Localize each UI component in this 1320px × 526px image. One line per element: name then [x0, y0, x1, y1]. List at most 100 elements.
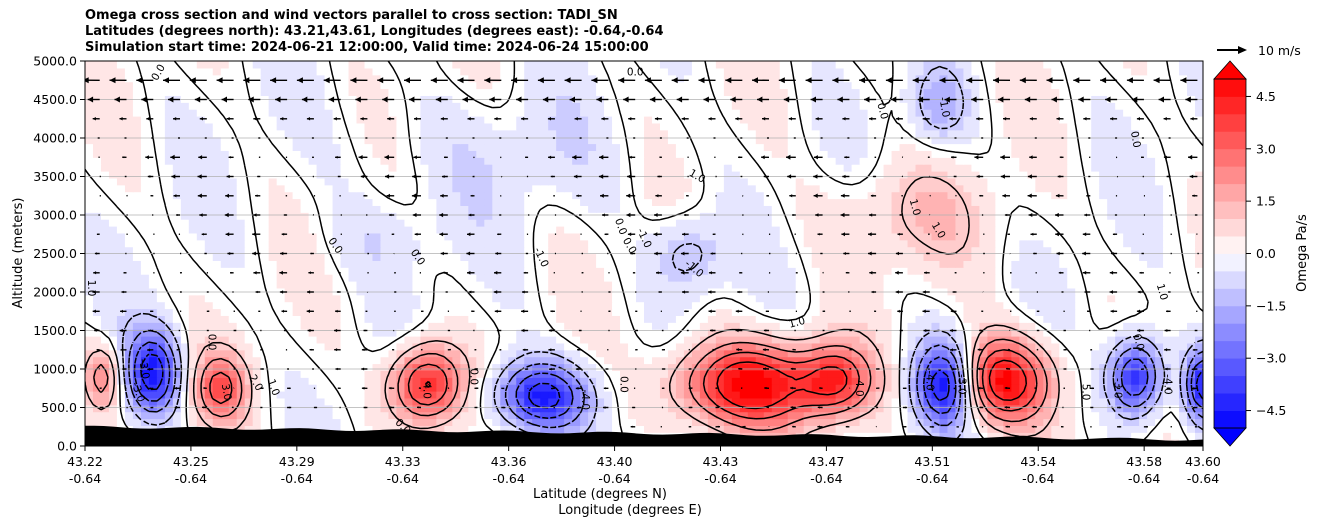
omega-cell	[452, 356, 461, 365]
omega-cell	[124, 239, 134, 248]
omega-cell	[723, 260, 733, 268]
omega-cell	[148, 356, 158, 365]
omega-cell	[644, 212, 653, 220]
omega-cell	[324, 281, 334, 289]
omega-cell	[883, 267, 893, 275]
omega-cell	[348, 363, 358, 371]
omega-cell	[1179, 301, 1188, 310]
omega-cell	[260, 377, 270, 385]
omega-cell	[204, 418, 214, 426]
omega-cell	[691, 411, 701, 420]
omega-cell	[1059, 308, 1068, 316]
omega-cell	[484, 253, 493, 261]
omega-cell	[803, 198, 813, 206]
omega-cell	[620, 301, 629, 310]
omega-cell	[428, 198, 437, 206]
omega-cell	[348, 260, 358, 268]
omega-cell	[92, 239, 102, 248]
omega-cell	[484, 342, 493, 351]
omega-cell	[1051, 294, 1060, 303]
omega-cell	[628, 397, 637, 406]
omega-cell	[763, 418, 773, 426]
omega-cell	[524, 397, 533, 406]
omega-cell	[380, 308, 390, 316]
omega-cell	[604, 404, 613, 413]
omega-cell	[172, 253, 182, 261]
omega-cell	[484, 391, 493, 399]
omega-cell	[196, 274, 206, 282]
omega-cell	[1139, 267, 1148, 275]
omega-cell	[644, 397, 653, 406]
omega-cell	[548, 336, 557, 344]
omega-cell	[763, 322, 773, 330]
omega-cell	[92, 404, 102, 413]
omega-cell	[388, 205, 398, 213]
omega-cell	[564, 384, 573, 392]
omega-cell	[172, 391, 182, 399]
omega-cell	[404, 397, 414, 406]
omega-cell	[1187, 363, 1196, 371]
omega-cell	[292, 260, 302, 268]
omega-cell	[1059, 322, 1068, 330]
omega-cell	[827, 226, 837, 234]
omega-cell	[276, 253, 286, 261]
omega-cell	[572, 267, 581, 275]
omega-cell	[851, 377, 861, 385]
omega-cell	[140, 239, 150, 248]
omega-cell	[955, 363, 965, 371]
omega-cell	[452, 404, 461, 413]
omega-cell	[675, 232, 685, 241]
omega-cell	[819, 418, 829, 426]
omega-cell	[364, 322, 374, 330]
omega-cell	[883, 336, 893, 344]
omega-cell	[1131, 308, 1140, 316]
omega-cell	[723, 274, 733, 282]
omega-cell	[1075, 432, 1084, 440]
omega-cell	[939, 253, 949, 261]
omega-cell	[1019, 253, 1028, 261]
omega-cell	[172, 377, 182, 385]
omega-cell	[436, 322, 445, 330]
omega-cell	[148, 274, 158, 282]
omega-cell	[564, 274, 573, 282]
omega-cell	[1059, 232, 1068, 241]
omega-cell	[867, 219, 877, 227]
omega-cell	[572, 232, 581, 241]
omega-cell	[140, 253, 150, 261]
omega-cell	[340, 226, 350, 234]
omega-cell	[851, 260, 861, 268]
omega-cell	[891, 329, 901, 337]
omega-cell	[1155, 336, 1164, 344]
omega-cell	[723, 342, 733, 351]
omega-cell	[300, 198, 310, 206]
omega-cell	[188, 205, 198, 213]
omega-cell	[1099, 411, 1108, 420]
omega-cell	[827, 267, 837, 275]
omega-cell	[1139, 246, 1148, 255]
omega-cell	[875, 404, 885, 413]
omega-cell	[228, 294, 238, 303]
omega-cell	[532, 336, 541, 344]
omega-cell	[292, 363, 302, 371]
omega-cell	[476, 226, 485, 234]
omega-cell	[731, 397, 741, 406]
omega-cell	[476, 384, 485, 392]
omega-cell	[915, 205, 925, 213]
omega-cell	[628, 308, 637, 316]
omega-cell	[196, 205, 206, 213]
omega-cell	[1067, 315, 1076, 323]
omega-cell	[835, 226, 845, 234]
omega-cell	[1003, 274, 1012, 282]
omega-cell	[372, 404, 382, 413]
omega-cell	[228, 239, 238, 248]
omega-cell	[859, 425, 869, 433]
omega-cell	[380, 370, 390, 378]
omega-cell	[739, 274, 749, 282]
omega-cell	[108, 315, 118, 323]
omega-cell	[484, 301, 493, 310]
omega-cell	[92, 377, 102, 385]
omega-cell	[508, 274, 517, 282]
omega-cell	[699, 212, 709, 220]
omega-cell	[1131, 212, 1140, 220]
omega-cell	[1123, 281, 1132, 289]
